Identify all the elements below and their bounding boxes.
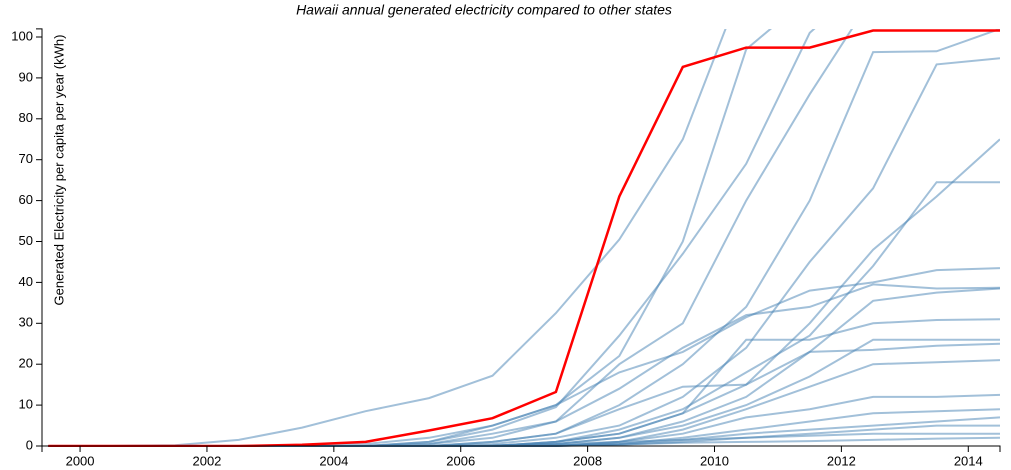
series-line <box>48 29 1000 447</box>
series-line <box>48 283 1000 447</box>
y-tick-label: 70 <box>19 151 33 166</box>
series-line <box>48 57 1000 447</box>
y-axis-line <box>36 28 43 447</box>
x-tick-label: 2010 <box>700 453 729 468</box>
series-line <box>48 29 854 447</box>
y-tick-label: 40 <box>19 274 33 289</box>
x-tick-label: 2012 <box>827 453 856 468</box>
series-line <box>48 359 1000 447</box>
y-axis-label: Generated Electricity per capita per yea… <box>51 35 66 306</box>
y-tick-label: 30 <box>19 315 33 330</box>
y-tick-label: 60 <box>19 192 33 207</box>
chart-title: Hawaii annual generated electricity comp… <box>296 2 672 18</box>
series-line <box>48 29 816 447</box>
y-tick-label: 20 <box>19 356 33 371</box>
x-tick-label: 2004 <box>319 453 348 468</box>
y-tick-label: 90 <box>19 69 33 84</box>
y-tick-label: 80 <box>19 110 33 125</box>
y-tick-label: 50 <box>19 233 33 248</box>
series-line <box>48 29 772 447</box>
series-line <box>48 29 727 447</box>
series-line <box>48 29 1000 447</box>
x-tick-label: 2008 <box>573 453 602 468</box>
y-tick-label: 0 <box>26 437 33 452</box>
x-tick-label: 2006 <box>446 453 475 468</box>
x-tick-label: 2002 <box>192 453 221 468</box>
x-axis-line <box>41 445 1001 452</box>
x-tick-label: 2014 <box>954 453 983 468</box>
y-tick-label: 100 <box>11 28 33 43</box>
x-tick-label: 2000 <box>66 453 95 468</box>
lines <box>48 29 1000 447</box>
y-tick-label: 10 <box>19 397 33 412</box>
series-line <box>48 287 1000 447</box>
